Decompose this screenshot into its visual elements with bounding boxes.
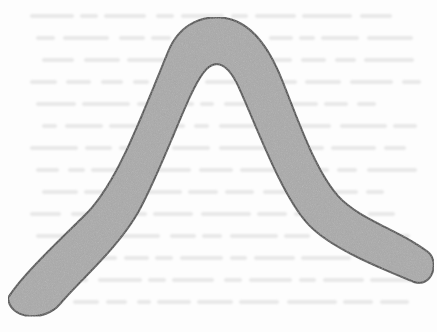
bleed-word xyxy=(367,168,417,172)
bleed-word xyxy=(68,168,85,172)
bleed-word xyxy=(151,36,171,40)
bleed-word xyxy=(73,300,99,304)
boomerang-shape xyxy=(6,16,435,318)
bleed-word xyxy=(84,58,120,62)
bleed-word xyxy=(137,300,151,304)
bleed-word xyxy=(340,124,387,128)
bleed-word xyxy=(380,300,409,304)
bleed-word xyxy=(85,146,112,150)
bleed-word xyxy=(240,168,277,172)
bleed-word xyxy=(201,212,251,216)
bleed-word xyxy=(323,278,364,282)
bleed-word xyxy=(124,256,149,260)
bleed-word xyxy=(254,256,295,260)
bleed-word xyxy=(36,168,59,172)
bleed-word xyxy=(249,278,292,282)
bleed-word xyxy=(36,36,55,40)
bleed-word xyxy=(30,212,61,216)
bleed-word xyxy=(257,212,287,216)
bleed-word xyxy=(155,256,173,260)
bleed-word xyxy=(364,58,414,62)
bleed-word xyxy=(321,36,359,40)
bleed-word xyxy=(101,80,123,84)
bleed-word xyxy=(194,124,209,128)
bleed-word xyxy=(269,36,293,40)
bleed-word xyxy=(305,80,341,84)
bleed-word xyxy=(153,212,193,216)
bleed-word xyxy=(170,234,196,238)
bleed-word xyxy=(335,58,356,62)
bleed-word xyxy=(30,146,78,150)
bleed-word xyxy=(284,234,310,238)
bleed-word xyxy=(127,58,168,62)
bleed-word xyxy=(357,102,376,106)
bleed-word xyxy=(42,124,57,128)
bleed-word xyxy=(334,190,358,194)
bleed-word xyxy=(66,80,91,84)
bleed-word xyxy=(199,168,233,172)
bleed-word xyxy=(82,102,130,106)
bleed-word xyxy=(197,300,233,304)
bleed-word xyxy=(225,190,254,194)
bleed-word xyxy=(36,102,76,106)
bleed-word xyxy=(230,256,247,260)
bleed-word xyxy=(337,168,357,172)
bleed-word xyxy=(104,14,146,18)
bleed-word xyxy=(393,124,417,128)
bleed-word xyxy=(224,278,242,282)
bleed-word xyxy=(63,36,109,40)
bleed-word xyxy=(366,190,384,194)
bleed-word xyxy=(172,278,214,282)
bleed-word xyxy=(368,212,395,216)
bleed-word xyxy=(80,14,98,18)
bleed-word xyxy=(402,80,421,84)
bleed-word xyxy=(172,146,210,150)
bleed-word xyxy=(301,256,351,260)
bleed-word xyxy=(65,124,103,128)
bleed-word xyxy=(301,58,326,62)
bleed-word xyxy=(343,300,373,304)
bleed-word xyxy=(30,14,74,18)
bleed-word xyxy=(42,58,74,62)
bleed-word xyxy=(156,14,174,18)
bleed-word xyxy=(239,300,279,304)
bleed-word xyxy=(148,278,166,282)
bleed-word xyxy=(202,234,222,238)
bleed-word xyxy=(287,300,337,304)
bleed-word xyxy=(255,14,296,18)
bleed-word xyxy=(350,80,393,84)
bleed-word xyxy=(30,80,57,84)
bleed-word xyxy=(200,102,214,106)
bleed-word xyxy=(367,36,413,40)
bleed-word xyxy=(106,300,127,304)
bleed-word xyxy=(119,36,145,40)
bleed-word xyxy=(299,278,316,282)
bleed-word xyxy=(180,256,223,260)
bleed-word xyxy=(231,14,248,18)
bleed-word xyxy=(98,278,142,282)
bleed-word xyxy=(302,14,352,18)
bleed-word xyxy=(324,102,348,106)
bleed-word xyxy=(133,80,149,84)
bleed-word xyxy=(384,146,406,150)
bleed-word xyxy=(360,14,392,18)
bleed-word xyxy=(293,124,331,128)
bleed-word xyxy=(114,234,160,238)
bleed-word xyxy=(299,36,315,40)
bleed-word xyxy=(230,234,278,238)
bleed-word xyxy=(219,146,266,150)
bleed-word xyxy=(331,146,376,150)
bleed-word xyxy=(157,300,191,304)
bleed-word xyxy=(42,190,78,194)
bleed-word xyxy=(219,124,259,128)
bleed-word xyxy=(188,190,218,194)
